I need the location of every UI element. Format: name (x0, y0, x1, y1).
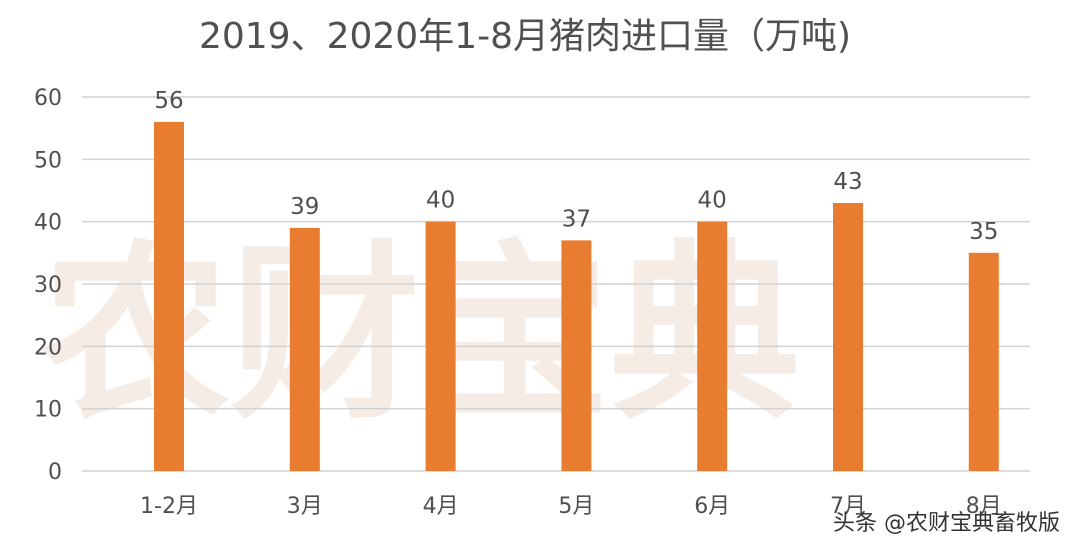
x-tick-label: 6月 (694, 494, 730, 519)
source-credit: 头条 @农财宝典畜牧版 (833, 511, 1060, 536)
data-labels: 56 39 40 37 40 43 35 (154, 88, 998, 245)
bar (697, 221, 728, 471)
data-label: 35 (969, 219, 998, 245)
bar (968, 252, 999, 471)
y-tick-label: 50 (34, 148, 62, 173)
y-tick-label: 60 (34, 86, 62, 111)
data-label: 40 (698, 188, 727, 214)
y-tick-label: 40 (34, 211, 62, 236)
data-label: 43 (833, 169, 862, 195)
bar (833, 202, 863, 471)
gridlines (82, 96, 1030, 472)
bar (425, 221, 456, 471)
x-tick-label: 4月 (423, 494, 459, 519)
data-label: 40 (426, 188, 455, 214)
y-axis-ticks: 0 10 20 30 40 50 60 (34, 86, 62, 485)
x-tick-label: 3月 (287, 494, 323, 519)
x-tick-label: 8月 (966, 494, 1002, 519)
x-tick-label: 7月 (830, 494, 866, 519)
data-label: 56 (154, 88, 183, 114)
bar (561, 240, 592, 471)
y-tick-label: 30 (34, 273, 62, 298)
bar (154, 121, 184, 471)
x-tick-label: 1-2月 (140, 494, 198, 519)
bar (289, 227, 320, 471)
y-tick-label: 10 (34, 398, 62, 423)
x-tick-label: 5月 (558, 494, 594, 519)
data-label: 37 (562, 206, 591, 232)
y-tick-label: 20 (34, 335, 62, 360)
y-tick-label: 0 (48, 460, 62, 485)
data-label: 39 (290, 194, 319, 220)
x-axis-ticks: 1-2月 3月 4月 5月 6月 7月 8月 (140, 494, 1002, 519)
chart-title: 2019、2020年1-8月猪肉进口量（万吨) (199, 16, 851, 57)
bars (154, 121, 999, 471)
